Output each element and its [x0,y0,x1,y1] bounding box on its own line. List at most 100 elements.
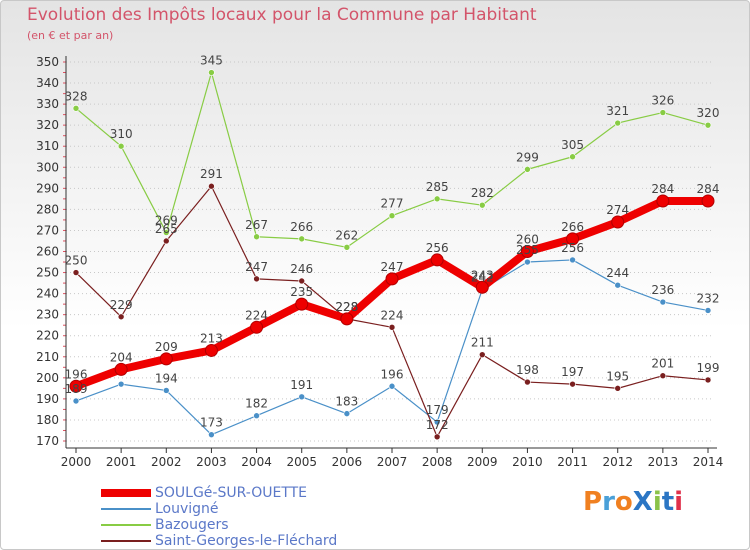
data-point [433,433,441,441]
data-point [253,275,260,283]
data-point [520,245,534,258]
data-label: 247 [381,260,404,274]
data-label: 267 [245,218,268,232]
data-point [433,195,441,203]
data-point [388,323,396,331]
legend-item: SOULGé-SUR-OUETTE [101,485,401,501]
y-tick-label: 300 [36,160,59,174]
data-point [659,298,667,306]
data-point [656,194,670,208]
data-label: 236 [651,283,674,297]
data-label: 321 [606,104,629,118]
data-label: 228 [335,300,358,314]
data-point [208,182,215,190]
data-point [159,352,173,366]
y-tick-label: 190 [36,392,59,406]
legend-item: Bazougers [101,517,401,533]
data-label: 291 [200,167,223,181]
data-point [162,387,170,394]
data-label: 224 [381,308,404,322]
data-point [659,372,667,380]
data-point [204,343,218,357]
line-chart: 170 180 190 200 210 220 230 240 250 260 270 280 290 3… [36,54,723,469]
data-point [250,320,264,334]
data-label: 266 [561,220,584,234]
data-label: 191 [290,378,313,392]
data-point [114,362,128,376]
x-tick-label: 2004 [241,455,272,469]
chart-subtitle: (en € et par an) [27,29,114,42]
logo-letter: i [674,487,684,517]
y-tick-label: 330 [36,97,59,111]
data-label: 244 [606,266,629,280]
data-point [475,280,489,294]
legend-swatch [101,508,151,510]
data-label: 209 [155,340,178,354]
x-tick-label: 2011 [557,455,588,469]
data-label: 326 [651,94,674,108]
data-point [385,272,399,286]
y-tick-label: 230 [36,308,59,322]
data-point [569,380,576,388]
data-label: 250 [65,254,88,268]
data-point [433,418,441,426]
y-tick-label: 250 [36,266,59,280]
legend-label: Bazougers [155,517,229,533]
x-tick-label: 2007 [377,455,408,469]
data-point [72,105,80,112]
legend-item: Louvigné [101,501,401,517]
data-point [704,307,712,314]
x-tick-label: 2013 [648,455,679,469]
x-tick-label: 2001 [106,455,137,469]
data-point [117,313,125,321]
data-point [704,121,712,129]
data-point [162,229,170,236]
legend-item: Saint-Georges-le-Fléchard [101,533,401,549]
data-label: 256 [561,241,584,255]
legend-label: SOULGé-SUR-OUETTE [155,485,308,501]
data-label: 247 [245,260,268,274]
data-label: 255 [516,243,539,257]
data-point [253,412,260,420]
x-tick-label: 2002 [151,455,182,469]
data-label: 183 [335,395,358,409]
y-tick-label: 290 [36,181,59,195]
data-label: 198 [516,363,539,377]
y-tick-label: 180 [36,413,59,427]
logo-letter: r [602,487,615,517]
data-point [566,232,580,246]
data-label: 243 [471,268,494,282]
data-label: 266 [290,220,313,234]
data-point [298,235,306,243]
data-label: 246 [290,262,313,276]
x-tick-label: 2009 [467,455,498,469]
data-label: 213 [200,331,223,345]
data-label: 189 [65,382,88,396]
data-point [524,258,531,266]
data-label: 299 [516,150,539,164]
data-point [388,212,396,220]
data-point [524,378,531,386]
data-label: 285 [426,180,449,194]
data-point [524,166,531,173]
data-label: 345 [200,54,223,68]
grid [66,61,714,442]
logo-letter: X [632,487,653,517]
data-point [117,142,125,150]
data-label: 256 [426,241,449,255]
data-label: 310 [110,127,133,141]
axes: 170 180 190 200 210 220 230 240 250 260 270 280 290 3… [36,55,723,469]
y-tick-label: 210 [36,350,59,364]
chart-title: Evolution des Impôts locaux pour la Comm… [27,5,537,25]
x-tick-label: 2000 [61,455,92,469]
data-point [614,281,622,289]
data-label: 305 [561,138,584,152]
data-label: 242 [471,270,494,284]
y-tick-label: 200 [36,371,59,385]
data-label: 228 [335,300,358,314]
data-point [253,233,260,241]
data-label: 201 [651,357,674,371]
data-label: 284 [651,182,674,196]
y-tick-label: 170 [36,434,59,448]
